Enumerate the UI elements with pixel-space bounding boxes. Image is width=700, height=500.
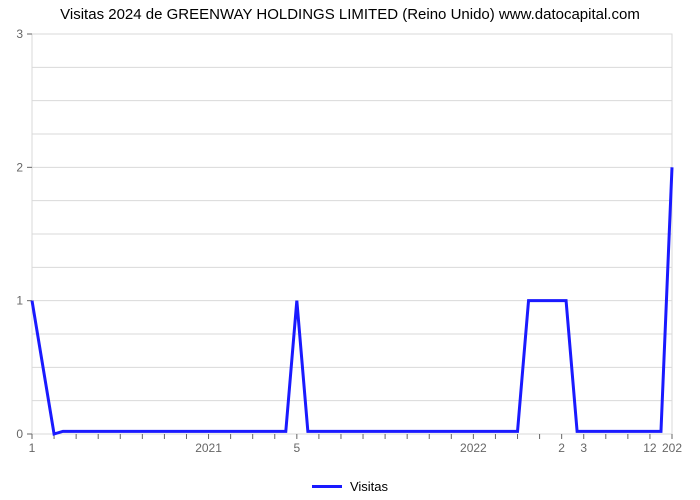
svg-text:12: 12 — [643, 441, 657, 455]
svg-text:3: 3 — [580, 441, 587, 455]
legend-series-line — [312, 485, 342, 488]
svg-text:2: 2 — [16, 160, 23, 174]
svg-text:0: 0 — [16, 427, 23, 441]
svg-text:1: 1 — [16, 294, 23, 308]
svg-text:1: 1 — [29, 441, 36, 455]
line-chart: 012312021520222312202 — [0, 0, 700, 470]
svg-text:5: 5 — [293, 441, 300, 455]
svg-text:3: 3 — [16, 27, 23, 41]
svg-text:202: 202 — [662, 441, 682, 455]
svg-text:2022: 2022 — [460, 441, 487, 455]
legend: Visitas — [0, 475, 700, 494]
svg-text:2: 2 — [558, 441, 565, 455]
legend-series-label: Visitas — [350, 479, 388, 494]
svg-text:2021: 2021 — [195, 441, 222, 455]
chart-title: Visitas 2024 de GREENWAY HOLDINGS LIMITE… — [0, 6, 700, 23]
